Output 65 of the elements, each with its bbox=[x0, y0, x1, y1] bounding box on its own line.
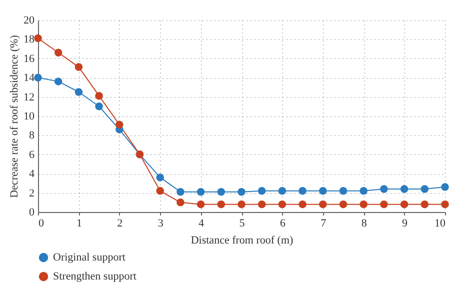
x-tick-label: 7 bbox=[320, 218, 327, 230]
point bbox=[176, 198, 184, 206]
point bbox=[380, 200, 388, 208]
y-axis-title: Decrease rate of roof subsidence (%) bbox=[8, 34, 20, 198]
point bbox=[217, 188, 226, 196]
y-tick-label: 10 bbox=[24, 110, 35, 122]
point bbox=[156, 174, 164, 182]
y-tick-label: 18 bbox=[24, 34, 35, 46]
point bbox=[278, 187, 286, 195]
point bbox=[116, 120, 124, 129]
point bbox=[54, 78, 62, 86]
x-tick-label: 6 bbox=[280, 218, 286, 230]
x-tick-label: 10 bbox=[434, 218, 446, 230]
point bbox=[319, 187, 327, 195]
point bbox=[176, 188, 184, 196]
x-tick-label: 2 bbox=[117, 218, 123, 230]
y-tick-label: 16 bbox=[24, 52, 35, 65]
point bbox=[400, 185, 408, 193]
x-tick-label: 4 bbox=[198, 218, 205, 230]
point bbox=[420, 200, 429, 208]
point bbox=[380, 185, 388, 193]
x-axis-title: Distance from roof (m) bbox=[190, 234, 294, 246]
point bbox=[238, 200, 246, 208]
point bbox=[196, 200, 205, 208]
point bbox=[278, 200, 286, 208]
point bbox=[298, 200, 306, 208]
y-tick-label: 4 bbox=[29, 168, 35, 180]
y-tick-label: 14 bbox=[24, 72, 35, 84]
point bbox=[258, 200, 266, 208]
x-tick-label: 9 bbox=[402, 218, 408, 230]
point bbox=[420, 185, 429, 193]
y-tick-label: 0 bbox=[29, 206, 35, 218]
point bbox=[238, 188, 246, 196]
x-tick-label: 1 bbox=[76, 218, 82, 230]
point bbox=[319, 200, 327, 208]
point bbox=[339, 187, 348, 195]
point bbox=[339, 200, 348, 208]
point bbox=[400, 200, 408, 208]
point bbox=[258, 187, 266, 195]
x-tick-label: 5 bbox=[239, 218, 246, 230]
point bbox=[34, 34, 42, 42]
y-tick-label: 20 bbox=[24, 14, 35, 26]
point bbox=[360, 187, 368, 195]
point bbox=[34, 74, 42, 82]
legend-label: Original support bbox=[53, 252, 126, 264]
x-tick-label: 8 bbox=[361, 218, 368, 230]
point bbox=[360, 200, 368, 208]
point bbox=[298, 187, 306, 195]
point bbox=[95, 92, 103, 100]
y-tick-label: 2 bbox=[29, 187, 34, 200]
point bbox=[95, 102, 103, 110]
point bbox=[54, 48, 62, 57]
point bbox=[217, 200, 226, 208]
y-tick-label: 12 bbox=[24, 91, 34, 104]
point bbox=[196, 188, 205, 196]
legend-label: Strengthen support bbox=[53, 270, 136, 282]
point bbox=[441, 183, 449, 191]
point bbox=[441, 200, 449, 208]
y-tick-label: 6 bbox=[29, 148, 35, 161]
y-tick-label: 8 bbox=[29, 130, 35, 142]
x-tick-label: 3 bbox=[158, 218, 164, 230]
x-tick-label: 0 bbox=[38, 218, 44, 230]
point bbox=[156, 187, 164, 195]
point bbox=[74, 63, 83, 71]
point bbox=[74, 88, 83, 96]
